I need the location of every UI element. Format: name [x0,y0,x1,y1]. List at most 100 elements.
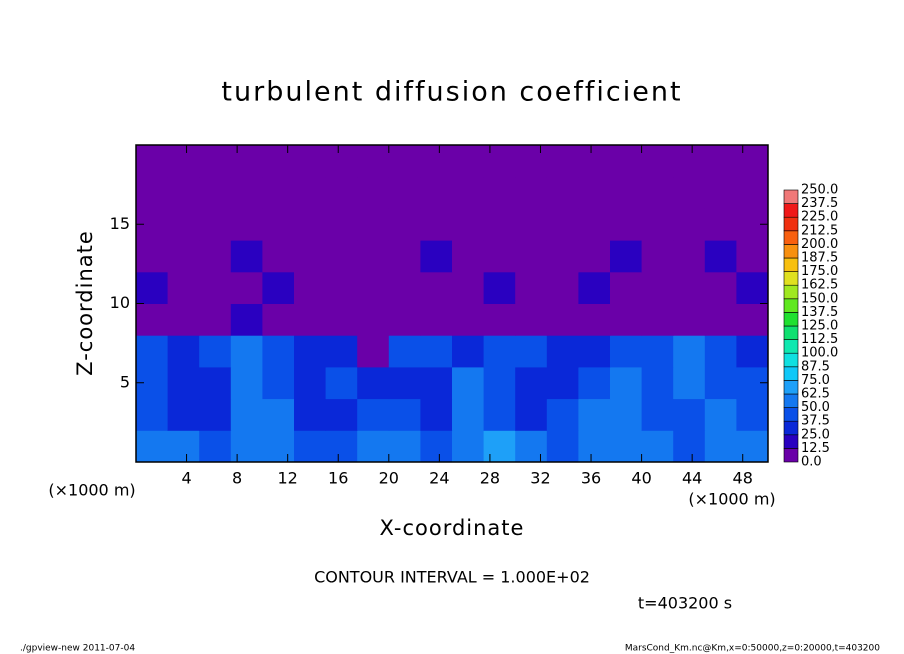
cell [167,145,200,178]
cell [452,398,485,431]
cell [230,271,263,304]
cell [262,366,295,400]
cell [578,145,611,178]
colorbar-swatch [783,393,799,408]
cell [610,430,643,463]
cell [704,366,737,400]
cell [230,303,263,336]
cell [610,240,643,273]
cell [262,303,295,336]
cell [546,240,579,273]
cell [262,398,295,431]
x-tick-label: 36 [581,469,601,488]
cell [673,271,706,304]
cell [452,145,485,178]
cell [641,366,674,400]
cell [357,271,390,304]
cell [199,335,232,368]
x-tick-label: 16 [328,469,348,488]
cell [610,145,643,178]
cell [420,303,453,336]
colorbar-swatch [783,216,799,232]
colorbar-swatch [783,325,799,340]
cell [325,366,358,400]
cell [357,430,390,463]
cell [736,303,769,336]
cell [325,240,358,273]
x-tick-label: 24 [429,469,449,488]
cell [420,271,453,304]
cell [199,366,232,400]
cell [167,240,200,273]
cell [704,176,737,209]
cell [704,398,737,431]
cell [515,398,548,431]
cell [704,303,737,336]
colorbar-swatch [783,434,799,449]
chart-title: turbulent diffusion coefficient [221,77,682,108]
cell [167,398,200,431]
cell [357,240,390,273]
cell [673,145,706,178]
cell [325,176,358,209]
x-tick-label: 8 [232,469,242,488]
cell [136,145,169,178]
colorbar-swatch [783,448,799,463]
colorbar-swatch [783,203,799,218]
cell [452,303,485,336]
x-tick-label: 12 [278,469,298,488]
cell [704,208,737,241]
cell [483,208,516,241]
cell [578,176,611,209]
cell [262,176,295,209]
cell [578,335,611,368]
cell [420,366,453,400]
colorbar-label: 12.5 [801,441,830,456]
cell [294,240,327,273]
cell [262,335,295,368]
colorbar-label: 200.0 [801,237,838,252]
cell [420,335,453,368]
cell [641,240,674,273]
cell [483,430,516,463]
cell [641,398,674,431]
colorbar-swatch [783,366,799,381]
colorbar-swatch [783,380,799,395]
cell [325,303,358,336]
x-tick-label: 4 [181,469,191,488]
colorbar-label: 25.0 [801,427,830,442]
cell [610,366,643,400]
cell [388,398,421,431]
cell [230,335,263,368]
x-tick-label: 32 [530,469,550,488]
time-label: t=403200 s [638,594,732,613]
colorbar-swatch [783,189,799,204]
cell [357,366,390,400]
cell [641,430,674,463]
cell [262,145,295,178]
cell [230,366,263,400]
colorbar-label: 175.0 [801,264,838,279]
cell [673,398,706,431]
cell [136,271,169,304]
cell [452,208,485,241]
cell [515,271,548,304]
cell [578,240,611,273]
cell [357,208,390,241]
cell [704,145,737,178]
colorbar-label: 0.0 [801,455,822,470]
cell [736,145,769,178]
cell [294,303,327,336]
colorbar-swatch [783,244,799,259]
cell [452,335,485,368]
cell [483,271,516,304]
colorbar-swatch [783,257,799,272]
cell [388,145,421,178]
cell [388,240,421,273]
cell [641,335,674,368]
cell [136,176,169,209]
cell [673,176,706,209]
colorbar-label: 237.5 [801,196,838,211]
cell [230,208,263,241]
